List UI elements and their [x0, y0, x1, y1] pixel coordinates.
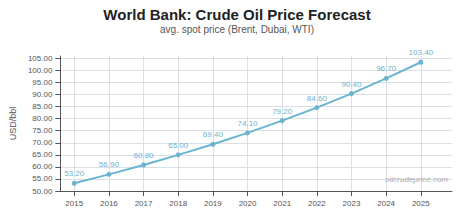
svg-text:79.20: 79.20: [272, 107, 293, 116]
svg-text:70.00: 70.00: [32, 138, 53, 147]
svg-text:85.00: 85.00: [32, 102, 53, 111]
svg-text:oilcrudeprice.com: oilcrudeprice.com: [385, 175, 448, 184]
svg-text:avg. spot price (Brent, Dubai,: avg. spot price (Brent, Dubai, WTI): [160, 24, 314, 35]
svg-text:90.40: 90.40: [341, 80, 362, 89]
svg-text:74.10: 74.10: [238, 119, 259, 128]
svg-text:55.00: 55.00: [32, 174, 53, 183]
svg-text:60.80: 60.80: [134, 151, 155, 160]
svg-text:50.00: 50.00: [32, 187, 53, 196]
svg-text:2017: 2017: [135, 199, 153, 208]
svg-text:53.20: 53.20: [64, 169, 85, 178]
svg-text:2023: 2023: [343, 199, 361, 208]
svg-text:75.00: 75.00: [32, 126, 53, 135]
svg-text:105.00: 105.00: [28, 54, 53, 63]
svg-text:2015: 2015: [65, 199, 83, 208]
svg-text:90.00: 90.00: [32, 90, 53, 99]
svg-text:2018: 2018: [169, 199, 187, 208]
svg-text:56.90: 56.90: [99, 160, 120, 169]
svg-text:2024: 2024: [377, 199, 395, 208]
svg-text:65.00: 65.00: [168, 141, 189, 150]
svg-text:2025: 2025: [412, 199, 430, 208]
svg-text:96.70: 96.70: [376, 64, 397, 73]
svg-text:84.60: 84.60: [307, 94, 328, 103]
svg-text:95.00: 95.00: [32, 78, 53, 87]
svg-text:69.40: 69.40: [203, 130, 224, 139]
svg-text:2022: 2022: [308, 199, 326, 208]
svg-text:2020: 2020: [239, 199, 257, 208]
svg-text:103.40: 103.40: [409, 48, 434, 57]
svg-text:2019: 2019: [204, 199, 222, 208]
svg-text:World Bank: Crude Oil Price Fo: World Bank: Crude Oil Price Forecast: [103, 6, 370, 23]
svg-text:100.00: 100.00: [28, 66, 53, 75]
svg-text:2016: 2016: [100, 199, 118, 208]
svg-text:60.00: 60.00: [32, 162, 53, 171]
svg-text:USD/bbl: USD/bbl: [8, 107, 18, 141]
svg-text:65.00: 65.00: [32, 150, 53, 159]
svg-text:2021: 2021: [273, 199, 291, 208]
svg-text:80.00: 80.00: [32, 114, 53, 123]
